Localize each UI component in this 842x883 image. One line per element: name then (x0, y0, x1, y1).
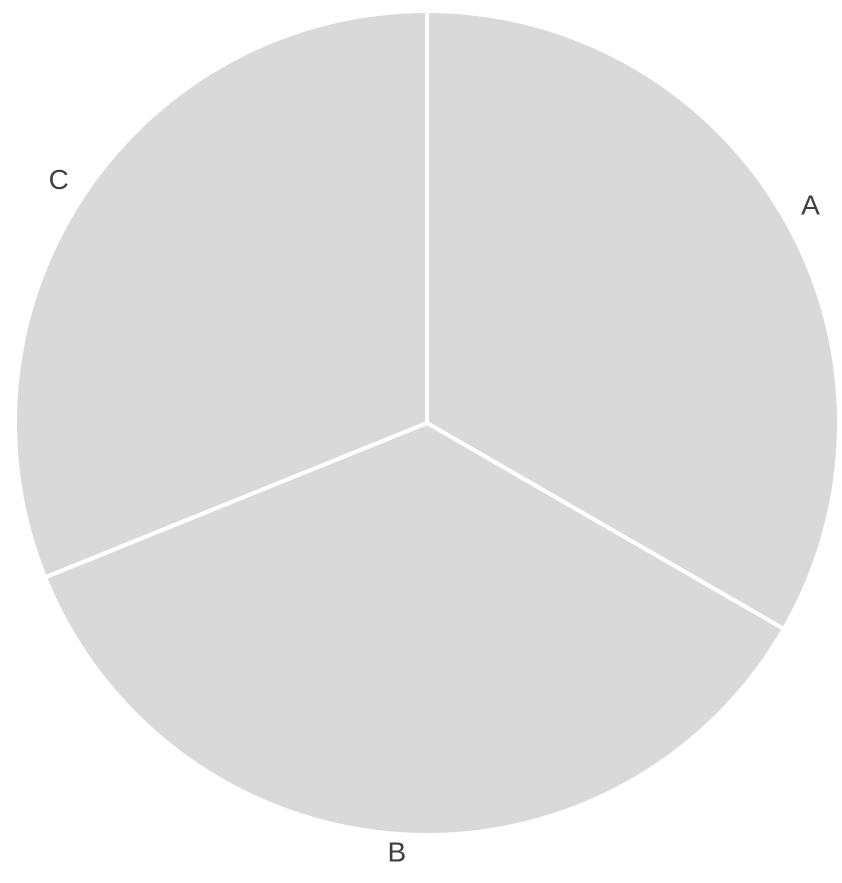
pie-label-a: A (801, 189, 820, 220)
pie-slice-c (13, 8, 429, 580)
pie-slice-b (42, 420, 787, 837)
pie-label-b: B (388, 836, 407, 867)
pie-slice-a (425, 8, 841, 632)
pie-slices (13, 8, 841, 837)
pie-label-c: C (49, 164, 69, 195)
pie-labels: A B C (49, 164, 820, 868)
